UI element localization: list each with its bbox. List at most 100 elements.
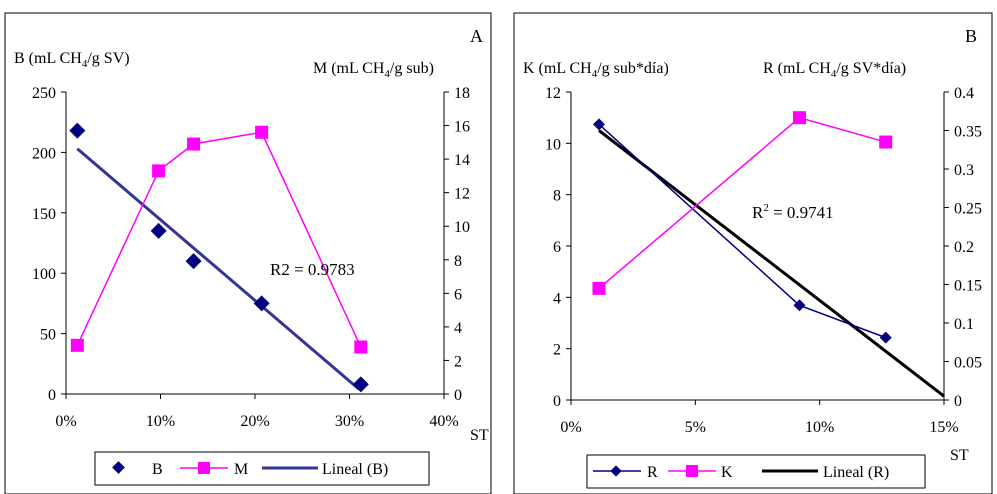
series-line-lineal-r — [598, 129, 945, 398]
right-y-tick-label: 0 — [454, 387, 462, 404]
legend-marker-m — [198, 462, 210, 474]
x-tick-label: 0% — [55, 413, 76, 430]
panel-a-label: A — [470, 26, 483, 46]
panel-b-right-axis-title-rest: /g SV*día) — [836, 60, 906, 77]
panel-a-plot-area: 0 50 100 150 200 250 0 2 4 6 8 10 12 14 16 18 0% 10% 20% 30… — [32, 85, 470, 430]
panel-b-right-axis-title-sub: 4 — [831, 68, 837, 80]
panel-a-legend: B M Lineal (B) — [94, 451, 430, 486]
right-y-tick-label: 8 — [454, 253, 462, 270]
panel-b-label: B — [965, 26, 977, 46]
point-m — [255, 125, 269, 139]
right-y-tick-label: 6 — [454, 286, 462, 303]
panel-b-right-axis-title: R (mL CH4/g SV*día) — [763, 60, 906, 80]
left-y-tick-label: 100 — [32, 266, 56, 283]
panel-b-plot-area: 0 2 4 6 8 10 12 0 0.05 0.1 0.15 0.2 0.25 0.3 0.35 0.4 0%… — [545, 85, 982, 436]
point-m — [354, 340, 368, 354]
right-y-tick-label: 0.2 — [954, 239, 974, 256]
panel-a-x-axis-title: ST — [470, 427, 489, 444]
series-line-lineal-b — [76, 147, 360, 391]
legend-label-lineal-r: Lineal (R) — [823, 464, 889, 481]
point-b — [253, 295, 270, 312]
panel-a-left-axis-title-rest: /g SV) — [87, 50, 129, 67]
panel-b-legend: R K Lineal (R) — [586, 454, 926, 489]
panel-a-left-axis-title: B (mL CH4/g SV) — [14, 50, 130, 70]
left-y-tick-label: 2 — [553, 342, 561, 359]
legend-label-b: B — [152, 461, 163, 478]
panel-a-right-axis-title-rest: /g sub) — [390, 60, 434, 77]
left-y-tick-label: 0 — [553, 393, 561, 410]
legend-label-r: R — [647, 464, 658, 481]
x-tick-label: 5% — [685, 419, 706, 436]
point-r — [592, 118, 605, 131]
legend-marker-r — [610, 465, 622, 477]
right-y-tick-label: 0.35 — [954, 124, 982, 141]
right-y-tick-label: 0 — [954, 393, 962, 410]
left-y-tick-label: 4 — [553, 290, 561, 307]
left-y-tick-label: 50 — [40, 327, 56, 344]
right-y-tick-label: 0.25 — [954, 201, 982, 218]
right-y-tick-label: 10 — [454, 219, 470, 236]
x-tick-label: 0% — [560, 419, 581, 436]
panel-a-frame — [4, 12, 492, 494]
right-y-tick-label: 0.1 — [954, 316, 974, 333]
legend-marker-k — [686, 465, 698, 477]
panel-b-r2-rest: = 0.9741 — [769, 203, 834, 222]
point-b — [352, 376, 369, 393]
panel-b-left-axis-title: K (mL CH4/g sub*día) — [523, 60, 669, 80]
panel-b-r2-sup: 2 — [763, 202, 769, 214]
panel-b-left-axis-title-rest: /g sub*día) — [597, 60, 669, 77]
panel-a-r2-annotation: R2 = 0.9783 — [270, 260, 355, 279]
point-m — [152, 164, 166, 178]
point-b — [150, 222, 167, 239]
right-y-tick-label: 0.3 — [954, 162, 974, 179]
panel-a-right-axis-title: M (mL CH4/g sub) — [313, 60, 434, 80]
panel-a-left-axis-title-main: B (mL CH — [14, 50, 82, 67]
right-y-tick-label: 12 — [454, 186, 470, 203]
right-y-tick-label: 4 — [454, 320, 462, 337]
point-k — [879, 135, 893, 149]
legend-label-lineal-b: Lineal (B) — [322, 461, 388, 478]
right-y-tick-label: 0.15 — [954, 278, 982, 295]
panel-a-left-axis-title-sub: 4 — [82, 58, 88, 70]
x-tick-label: 30% — [335, 413, 364, 430]
right-y-tick-label: 14 — [454, 152, 470, 169]
panel-a-right-axis-title-sub: 4 — [384, 68, 390, 80]
point-r — [879, 331, 892, 344]
chart-panel-a: A B (mL CH4/g SV) M (mL CH4/g sub) 05010… — [4, 12, 492, 494]
panel-b-frame — [513, 12, 993, 494]
panel-b-x-axis-title: ST — [950, 447, 969, 464]
x-tick-label: 20% — [240, 413, 269, 430]
legend-marker-b — [112, 461, 125, 474]
left-y-tick-label: 0 — [48, 387, 56, 404]
chart-panel-b: B K (mL CH4/g sub*día) R (mL CH4/g SV*dí… — [513, 12, 993, 494]
panel-b-legend-box — [586, 454, 926, 489]
legend-label-m: M — [234, 461, 248, 478]
panel-b-left-axis-title-main: K (mL CH — [523, 60, 592, 77]
point-k — [792, 111, 806, 125]
legend-label-k: K — [721, 464, 733, 481]
left-y-tick-label: 8 — [553, 188, 561, 205]
panel-a-right-axis-title-main: M (mL CH — [313, 60, 385, 77]
left-y-tick-label: 12 — [545, 85, 561, 102]
right-y-tick-label: 0.05 — [954, 355, 982, 372]
x-tick-label: 10% — [805, 419, 834, 436]
point-m — [70, 338, 84, 352]
right-y-tick-label: 16 — [454, 119, 470, 136]
left-y-tick-label: 10 — [545, 136, 561, 153]
x-tick-label: 10% — [146, 413, 175, 430]
left-y-tick-label: 6 — [553, 239, 561, 256]
x-tick-label: 15% — [929, 419, 958, 436]
right-y-tick-label: 0.4 — [954, 85, 974, 102]
panel-b-r2-annotation: R2 = 0.9741 — [752, 202, 834, 222]
left-y-tick-label: 200 — [32, 145, 56, 162]
x-tick-label: 40% — [429, 413, 458, 430]
point-b — [185, 253, 202, 270]
point-b — [69, 122, 86, 139]
point-m — [187, 137, 201, 151]
panel-b-right-axis-title-main: R (mL CH — [763, 60, 831, 77]
point-r — [793, 299, 806, 312]
left-y-tick-label: 250 — [32, 85, 56, 102]
left-y-tick-label: 150 — [32, 206, 56, 223]
right-y-tick-label: 18 — [454, 85, 470, 102]
